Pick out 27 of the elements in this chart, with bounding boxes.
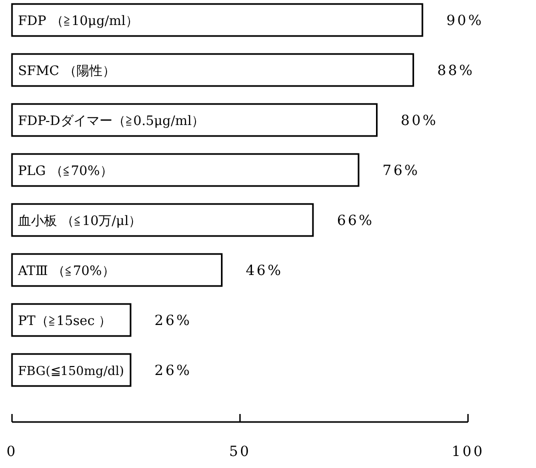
bar — [11, 153, 360, 187]
bar — [11, 253, 223, 287]
bar — [11, 53, 414, 87]
data-label: 80% — [400, 113, 438, 129]
bar — [11, 3, 424, 37]
bar — [11, 353, 132, 387]
y-tick-label: FDP-Dダイマー（≧0.5μg/ml） — [18, 114, 205, 129]
x-tick-label: 100 — [452, 444, 484, 460]
data-label: 26% — [154, 313, 192, 329]
data-label: 88% — [437, 63, 474, 79]
y-tick-label: 血小板 （≦10万/μl） — [18, 214, 142, 229]
bar — [11, 203, 314, 237]
y-tick-label: FBG(≦150mg/dl) — [18, 364, 124, 378]
bar — [11, 103, 378, 137]
x-tick-label: 50 — [229, 444, 251, 460]
data-label: 76% — [382, 163, 420, 179]
y-tick-label: PT（≧15sec ） — [18, 314, 112, 329]
data-label: 90% — [446, 13, 484, 29]
data-label: 26% — [154, 363, 192, 379]
x-tick-label: 0 — [6, 444, 18, 460]
y-tick-label: SFMC （陽性） — [18, 64, 116, 79]
data-label: 46% — [246, 263, 283, 279]
bar — [11, 303, 132, 337]
y-tick-label: FDP （≧10μg/ml） — [18, 14, 138, 29]
data-label: 66% — [336, 213, 374, 229]
y-tick-label: PLG （≦70%） — [18, 164, 113, 179]
y-tick-label: ATⅢ （≦70%） — [17, 264, 115, 279]
